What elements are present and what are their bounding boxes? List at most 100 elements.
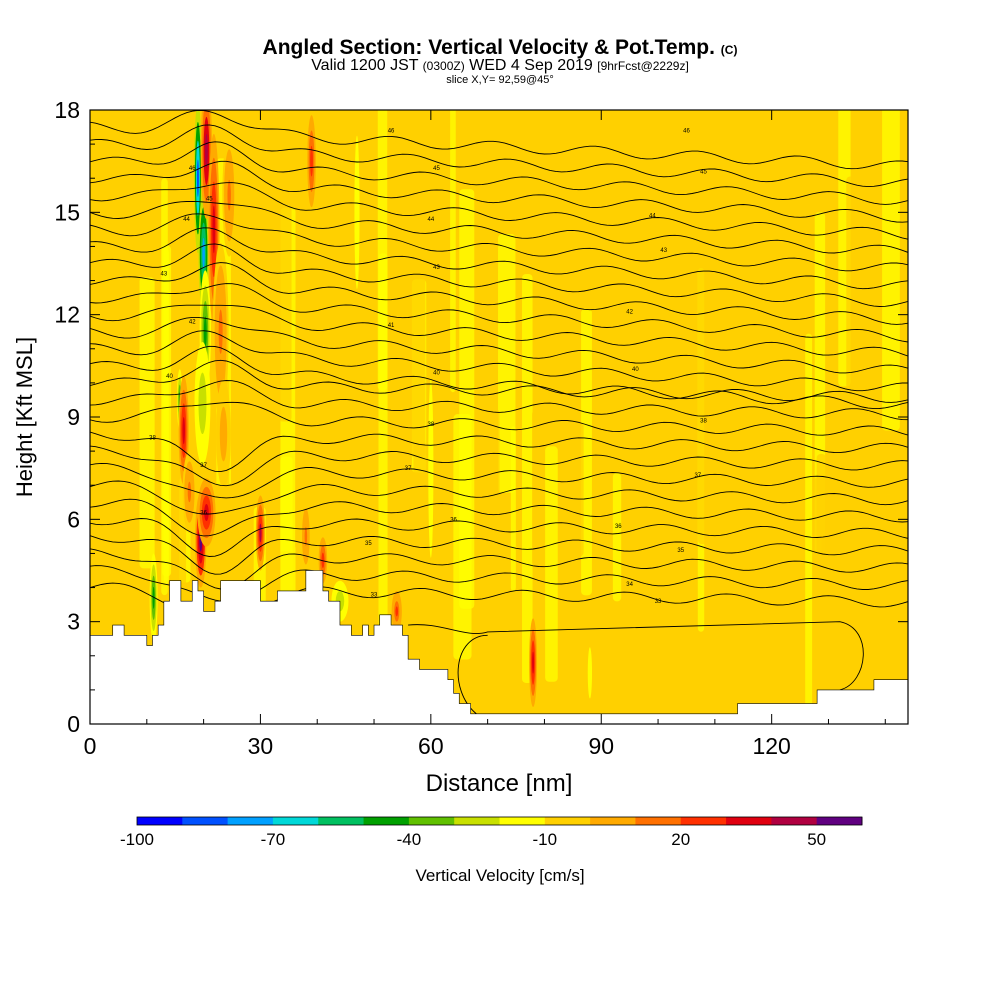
theta-contour xyxy=(90,330,908,392)
theta-contour xyxy=(90,480,908,515)
title-text: Angled Section: Vertical Velocity & Pot.… xyxy=(262,36,715,59)
x-tick-label: 30 xyxy=(248,733,274,759)
colorbar-tick-label: -10 xyxy=(533,830,558,849)
y-axis-label: Height [Kft MSL] xyxy=(12,337,37,497)
velocity-streak xyxy=(377,110,388,391)
theta-contour xyxy=(90,141,908,205)
velocity-streak xyxy=(581,308,592,596)
theta-label: 33 xyxy=(655,599,662,605)
updraft-cell xyxy=(182,417,186,445)
chart-title: Angled Section: Vertical Velocity & Pot.… xyxy=(0,36,1000,62)
theta-contour xyxy=(90,380,908,421)
colorbar-swatch xyxy=(272,817,319,825)
theta-label: 37 xyxy=(200,463,207,469)
theta-label: 33 xyxy=(371,592,378,598)
theta-contour xyxy=(90,283,908,343)
downdraft-cell xyxy=(202,237,205,269)
theta-label: 44 xyxy=(649,214,656,220)
downdraft-cell xyxy=(200,388,205,419)
velocity-streak xyxy=(162,245,172,577)
velocity-streak xyxy=(343,385,357,703)
velocity-streak xyxy=(510,426,516,592)
updraft-cell xyxy=(227,179,231,211)
theta-contour xyxy=(90,462,908,499)
theta-label: 36 xyxy=(450,517,457,523)
valid-zulu: (0300Z) xyxy=(422,59,465,73)
colorbar-swatch xyxy=(408,817,455,825)
colorbar-swatch xyxy=(544,817,591,825)
colorbar-swatch xyxy=(137,817,183,825)
theta-label: 40 xyxy=(166,374,173,380)
y-tick-label: 3 xyxy=(67,609,80,635)
updraft-cell xyxy=(532,651,535,674)
velocity-streak xyxy=(612,472,622,602)
theta-contour xyxy=(90,124,908,188)
valid-time: Valid 1200 JST xyxy=(311,57,419,74)
terrain-mask xyxy=(90,570,908,724)
theta-contour xyxy=(90,304,908,357)
theta-label: 35 xyxy=(365,541,372,547)
velocity-streak xyxy=(139,277,155,569)
theta-label: 41 xyxy=(388,323,395,329)
theta-contour xyxy=(90,316,908,374)
colorbar-tick-label: 50 xyxy=(807,830,826,849)
theta-contour xyxy=(90,243,908,307)
velocity-streak xyxy=(846,176,858,430)
plot-area: 46 45 44 43 43 41 42 40 40 38 38 37 36 35 33 46 45 44 43 42… xyxy=(90,110,908,724)
theta-contour xyxy=(90,262,908,325)
colorbar-tick-label: -100 xyxy=(120,830,154,849)
theta-contour xyxy=(90,110,908,170)
x-tick-label: 0 xyxy=(84,733,97,759)
colorbar-swatch xyxy=(454,817,500,825)
theta-label: 46 xyxy=(388,128,395,134)
colorbar-tick-label: 20 xyxy=(671,830,690,849)
updraft-cell xyxy=(304,527,308,546)
theta-contour xyxy=(90,359,908,403)
theta-label: 38 xyxy=(427,422,434,428)
valid-line: Valid 1200 JST (0300Z) WED 4 Sep 2019 [9… xyxy=(0,58,1000,74)
theta-contour xyxy=(90,213,908,272)
colorbar-swatch xyxy=(363,817,410,825)
velocity-streak xyxy=(816,453,827,640)
velocity-streak xyxy=(697,233,710,545)
colorbar-swatch xyxy=(771,817,818,825)
forecast-info: [9hrFcst@2229z] xyxy=(597,59,689,73)
theta-label: 44 xyxy=(183,217,190,223)
updraft-cell xyxy=(321,552,325,568)
velocity-streak xyxy=(736,327,751,630)
theta-label: 46 xyxy=(683,128,690,134)
updraft-cell xyxy=(259,523,262,543)
theta-label: 42 xyxy=(626,309,633,315)
updraft-cell xyxy=(205,133,208,168)
theta-label: 45 xyxy=(700,169,707,175)
velocity-streak xyxy=(545,446,558,682)
downdraft-cell xyxy=(589,664,591,682)
theta-label: 38 xyxy=(149,435,156,441)
theta-label: 42 xyxy=(189,319,196,325)
colorbar-swatch xyxy=(590,817,636,825)
slice-info: slice X,Y= 92,59@45° xyxy=(446,74,554,86)
colorbar-swatch xyxy=(182,817,229,825)
y-tick-label: 9 xyxy=(67,404,80,430)
theta-label: 43 xyxy=(433,265,440,271)
theta-label: 37 xyxy=(405,466,412,472)
updraft-cell xyxy=(218,309,223,354)
theta-label: 43 xyxy=(161,272,168,278)
velocity-streak xyxy=(278,110,292,422)
velocity-streak xyxy=(295,334,306,551)
colorbar-swatch xyxy=(816,817,863,825)
velocity-streak xyxy=(569,422,584,557)
theta-contour xyxy=(408,621,864,691)
velocity-streak xyxy=(783,115,800,530)
velocity-streak xyxy=(882,110,900,431)
x-axis-label: Distance [nm] xyxy=(426,770,573,797)
colorbar-swatch xyxy=(726,817,772,825)
theta-label: 40 xyxy=(433,371,440,377)
velocity-streak xyxy=(805,333,813,723)
velocity-streak xyxy=(863,451,880,584)
colorbar: -100 -70 -40 -10 20 50 xyxy=(120,816,863,849)
velocity-streak xyxy=(669,300,689,517)
theta-contour xyxy=(90,498,908,537)
